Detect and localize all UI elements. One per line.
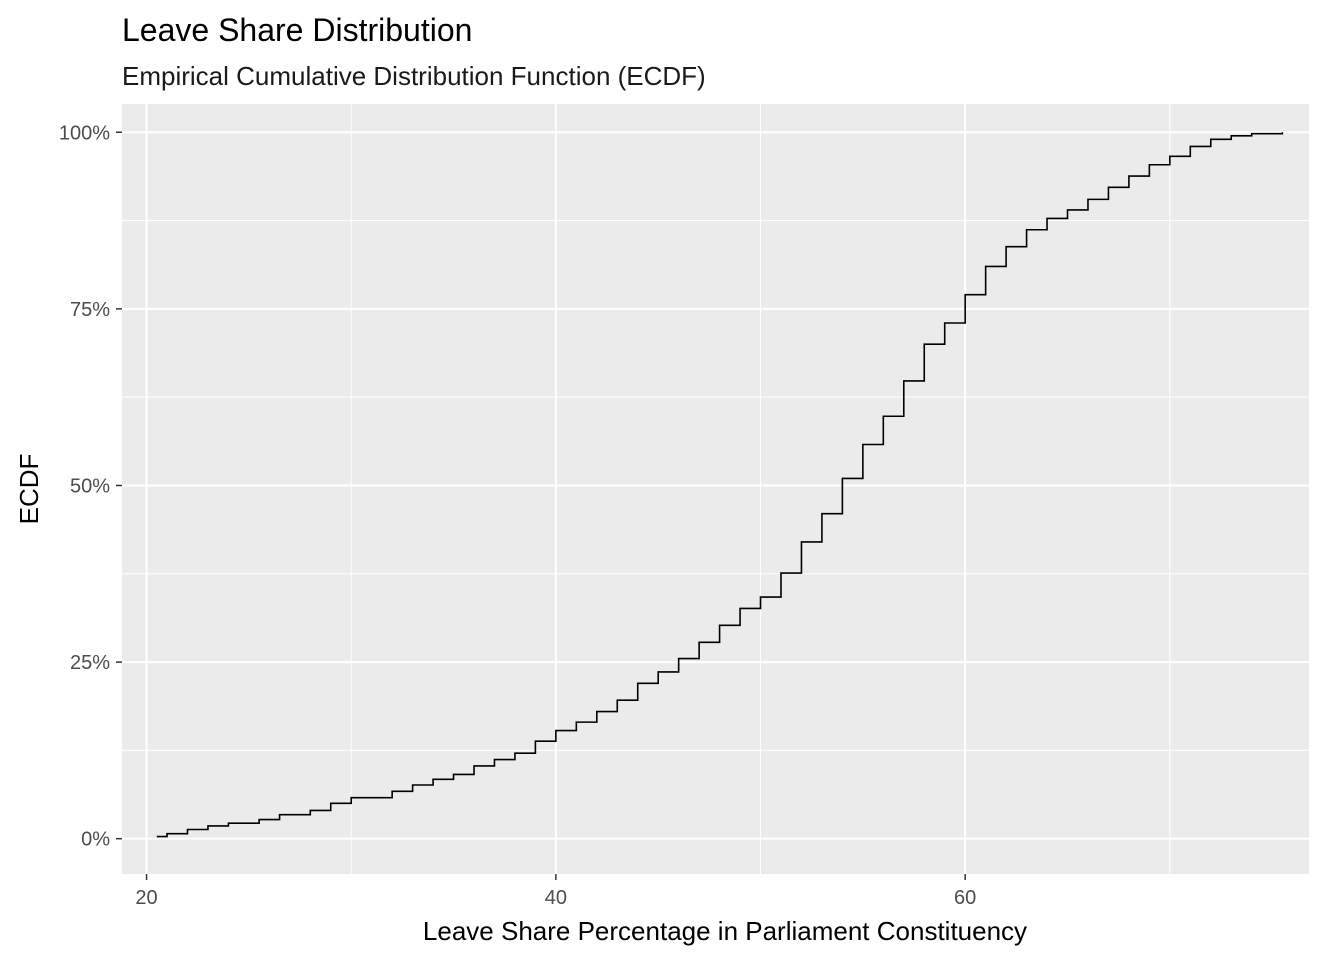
x-axis-title: Leave Share Percentage in Parliament Con… — [423, 916, 1027, 946]
x-tick-label: 40 — [545, 887, 567, 909]
minor-gridlines — [122, 104, 1309, 874]
y-tick-label: 25% — [70, 652, 110, 674]
y-tick-label: 100% — [59, 122, 110, 144]
y-tick-label: 0% — [81, 829, 110, 851]
x-tick-label: 60 — [954, 887, 976, 909]
major-gridlines — [122, 104, 1309, 874]
chart-title: Leave Share Distribution — [122, 12, 472, 48]
ecdf-series — [156, 132, 1284, 838]
y-tick-label: 75% — [70, 299, 110, 321]
x-axis: 20 40 60 — [135, 874, 976, 909]
y-axis-title: ECDF — [14, 454, 44, 525]
chart-subtitle: Empirical Cumulative Distribution Functi… — [122, 61, 706, 91]
ecdf-step-line — [156, 132, 1284, 838]
y-axis: 0% 25% 50% 75% 100% — [59, 122, 122, 851]
x-tick-label: 20 — [135, 887, 157, 909]
plot-panel — [122, 104, 1309, 874]
y-tick-label: 50% — [70, 475, 110, 497]
